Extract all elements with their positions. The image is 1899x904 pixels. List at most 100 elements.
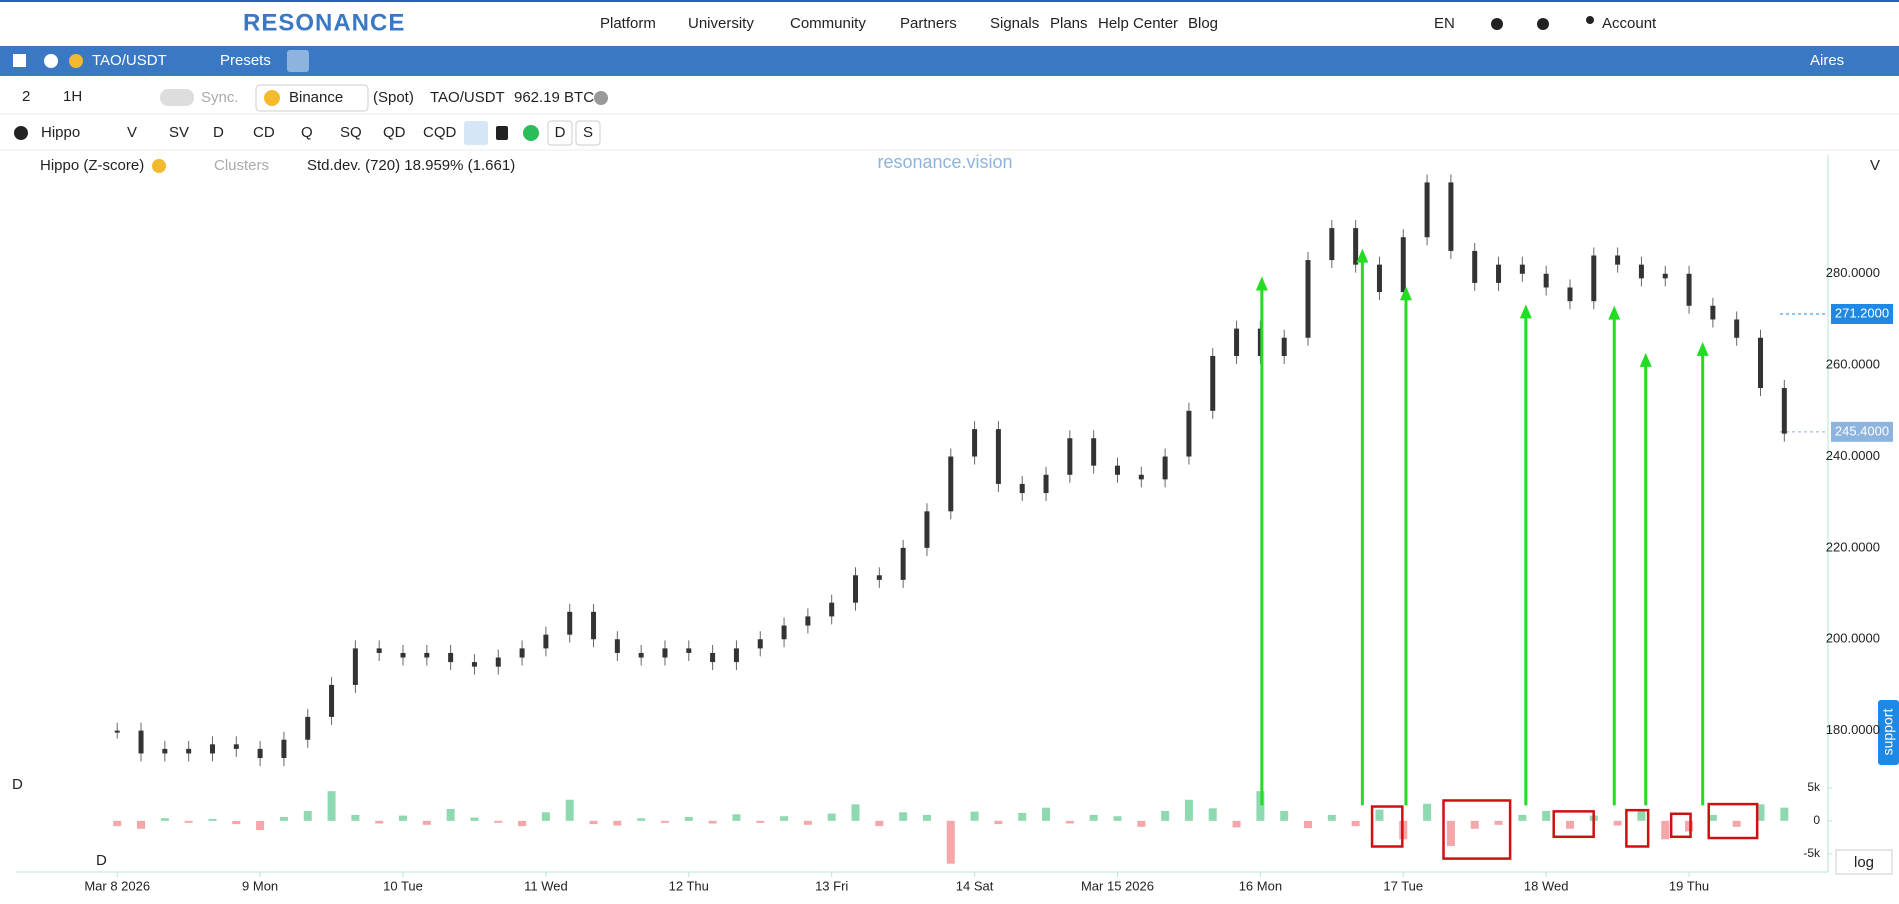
axis-mode[interactable]: V [1870, 157, 1880, 174]
candle [1210, 356, 1216, 411]
delta-bar [160, 818, 169, 821]
menu-item[interactable]: Partners [900, 15, 957, 32]
indicator-toggle-label[interactable]: D [555, 124, 566, 141]
indicator-button[interactable]: CQD [423, 124, 457, 141]
interval[interactable]: 1H [63, 88, 82, 105]
indicator-button[interactable]: D [213, 124, 224, 141]
candle [1234, 328, 1240, 357]
candle [233, 744, 239, 749]
profile-label: D [96, 852, 107, 869]
menu-item[interactable]: Help Center [1098, 15, 1178, 32]
delta-bar [994, 820, 1003, 825]
delta-bar [1494, 820, 1503, 825]
delta-bar [1637, 810, 1646, 821]
line-tool[interactable] [464, 121, 488, 145]
menu-item[interactable]: Platform [600, 15, 656, 32]
candle [376, 648, 382, 653]
annotation-box [1370, 805, 1404, 848]
symbol[interactable]: TAO/USDT [92, 52, 167, 69]
pair: TAO/USDT [430, 89, 505, 106]
account-icon[interactable] [1586, 16, 1594, 24]
menu-item[interactable]: University [688, 15, 754, 32]
theme-icon[interactable] [1537, 18, 1549, 30]
delta-bar [1708, 814, 1717, 821]
delta-bar [780, 816, 789, 821]
delta-bar [1661, 820, 1670, 840]
candle [543, 634, 549, 649]
indicator-button[interactable]: SV [169, 124, 189, 141]
layout[interactable]: 2 [22, 88, 30, 105]
indicator-toggle[interactable] [547, 120, 573, 146]
indicator-button[interactable]: SQ [340, 124, 362, 141]
candle [567, 611, 573, 635]
support[interactable]: support [1880, 709, 1896, 756]
presets[interactable]: Presets [220, 52, 271, 69]
candle [1186, 410, 1192, 457]
candle [1424, 182, 1430, 238]
candle [1114, 465, 1120, 475]
delta-bar [375, 820, 384, 824]
candle [1781, 387, 1787, 434]
delta-bar [637, 818, 646, 821]
delta-bar [1280, 810, 1289, 821]
log[interactable]: log [1854, 854, 1874, 871]
add-tool[interactable] [523, 125, 539, 141]
delta-bar [1542, 810, 1551, 821]
candle [1043, 474, 1049, 494]
sync[interactable]: Sync. [201, 89, 239, 106]
y-tick-label: 180.0000 [1826, 722, 1880, 737]
indicator-toggle-label[interactable]: S [583, 124, 593, 141]
indicator-button[interactable]: QD [383, 124, 406, 141]
delta-bar [1732, 820, 1741, 827]
menu-item[interactable]: Blog [1188, 15, 1218, 32]
volume-dot [594, 91, 608, 105]
candle [781, 625, 787, 640]
sync-toggle[interactable] [160, 89, 194, 106]
delta-bar [1184, 799, 1193, 821]
delta-bar [589, 820, 598, 825]
candle [1019, 483, 1025, 494]
delta-bar [494, 820, 503, 823]
annotation-arrowhead [1255, 276, 1268, 291]
delta-bar [1232, 820, 1241, 828]
x-tick-label: 17 Tue [1383, 878, 1423, 893]
indicator-name[interactable]: Hippo [41, 124, 80, 141]
y-tick-label: 240.0000 [1826, 448, 1880, 463]
delta-bar [470, 817, 479, 821]
x-tick-label: 14 Sat [956, 878, 994, 893]
annotation-box [1552, 810, 1595, 839]
bell-icon[interactable] [1491, 18, 1503, 30]
menu-item[interactable]: Plans [1050, 15, 1088, 32]
log-button[interactable] [1835, 849, 1893, 875]
settings-icon[interactable] [14, 126, 28, 140]
candle [329, 684, 335, 717]
x-tick-label: 18 Wed [1524, 878, 1569, 893]
candle [638, 652, 644, 658]
exchange[interactable]: Binance [289, 89, 343, 106]
user[interactable]: Aires [1810, 52, 1844, 69]
delta-bar [256, 820, 265, 831]
exchange-select[interactable] [255, 84, 369, 112]
notes-button[interactable] [287, 50, 309, 72]
delta-bar [875, 820, 884, 827]
candle [1305, 260, 1311, 338]
indicator-button[interactable]: Q [301, 124, 313, 141]
support-tab[interactable] [1878, 700, 1899, 765]
account[interactable]: Account [1602, 15, 1657, 32]
delta-bar [1089, 814, 1098, 821]
candle [1496, 264, 1502, 283]
menu-item[interactable]: Signals [990, 15, 1039, 32]
indicator-toggle[interactable] [575, 120, 601, 146]
delta-bar [1375, 809, 1384, 821]
annotation-arrowhead [1696, 341, 1709, 356]
language[interactable]: EN [1434, 15, 1455, 32]
doc-tool[interactable] [496, 126, 508, 140]
logo[interactable]: RESONANCE [243, 9, 405, 36]
menu-item[interactable]: Community [790, 15, 866, 32]
grid-icon[interactable] [13, 54, 26, 67]
legend-clusters[interactable]: Clusters [214, 157, 269, 174]
delta-bar [351, 814, 360, 821]
indicator-button[interactable]: V [127, 124, 137, 141]
indicator-button[interactable]: CD [253, 124, 275, 141]
